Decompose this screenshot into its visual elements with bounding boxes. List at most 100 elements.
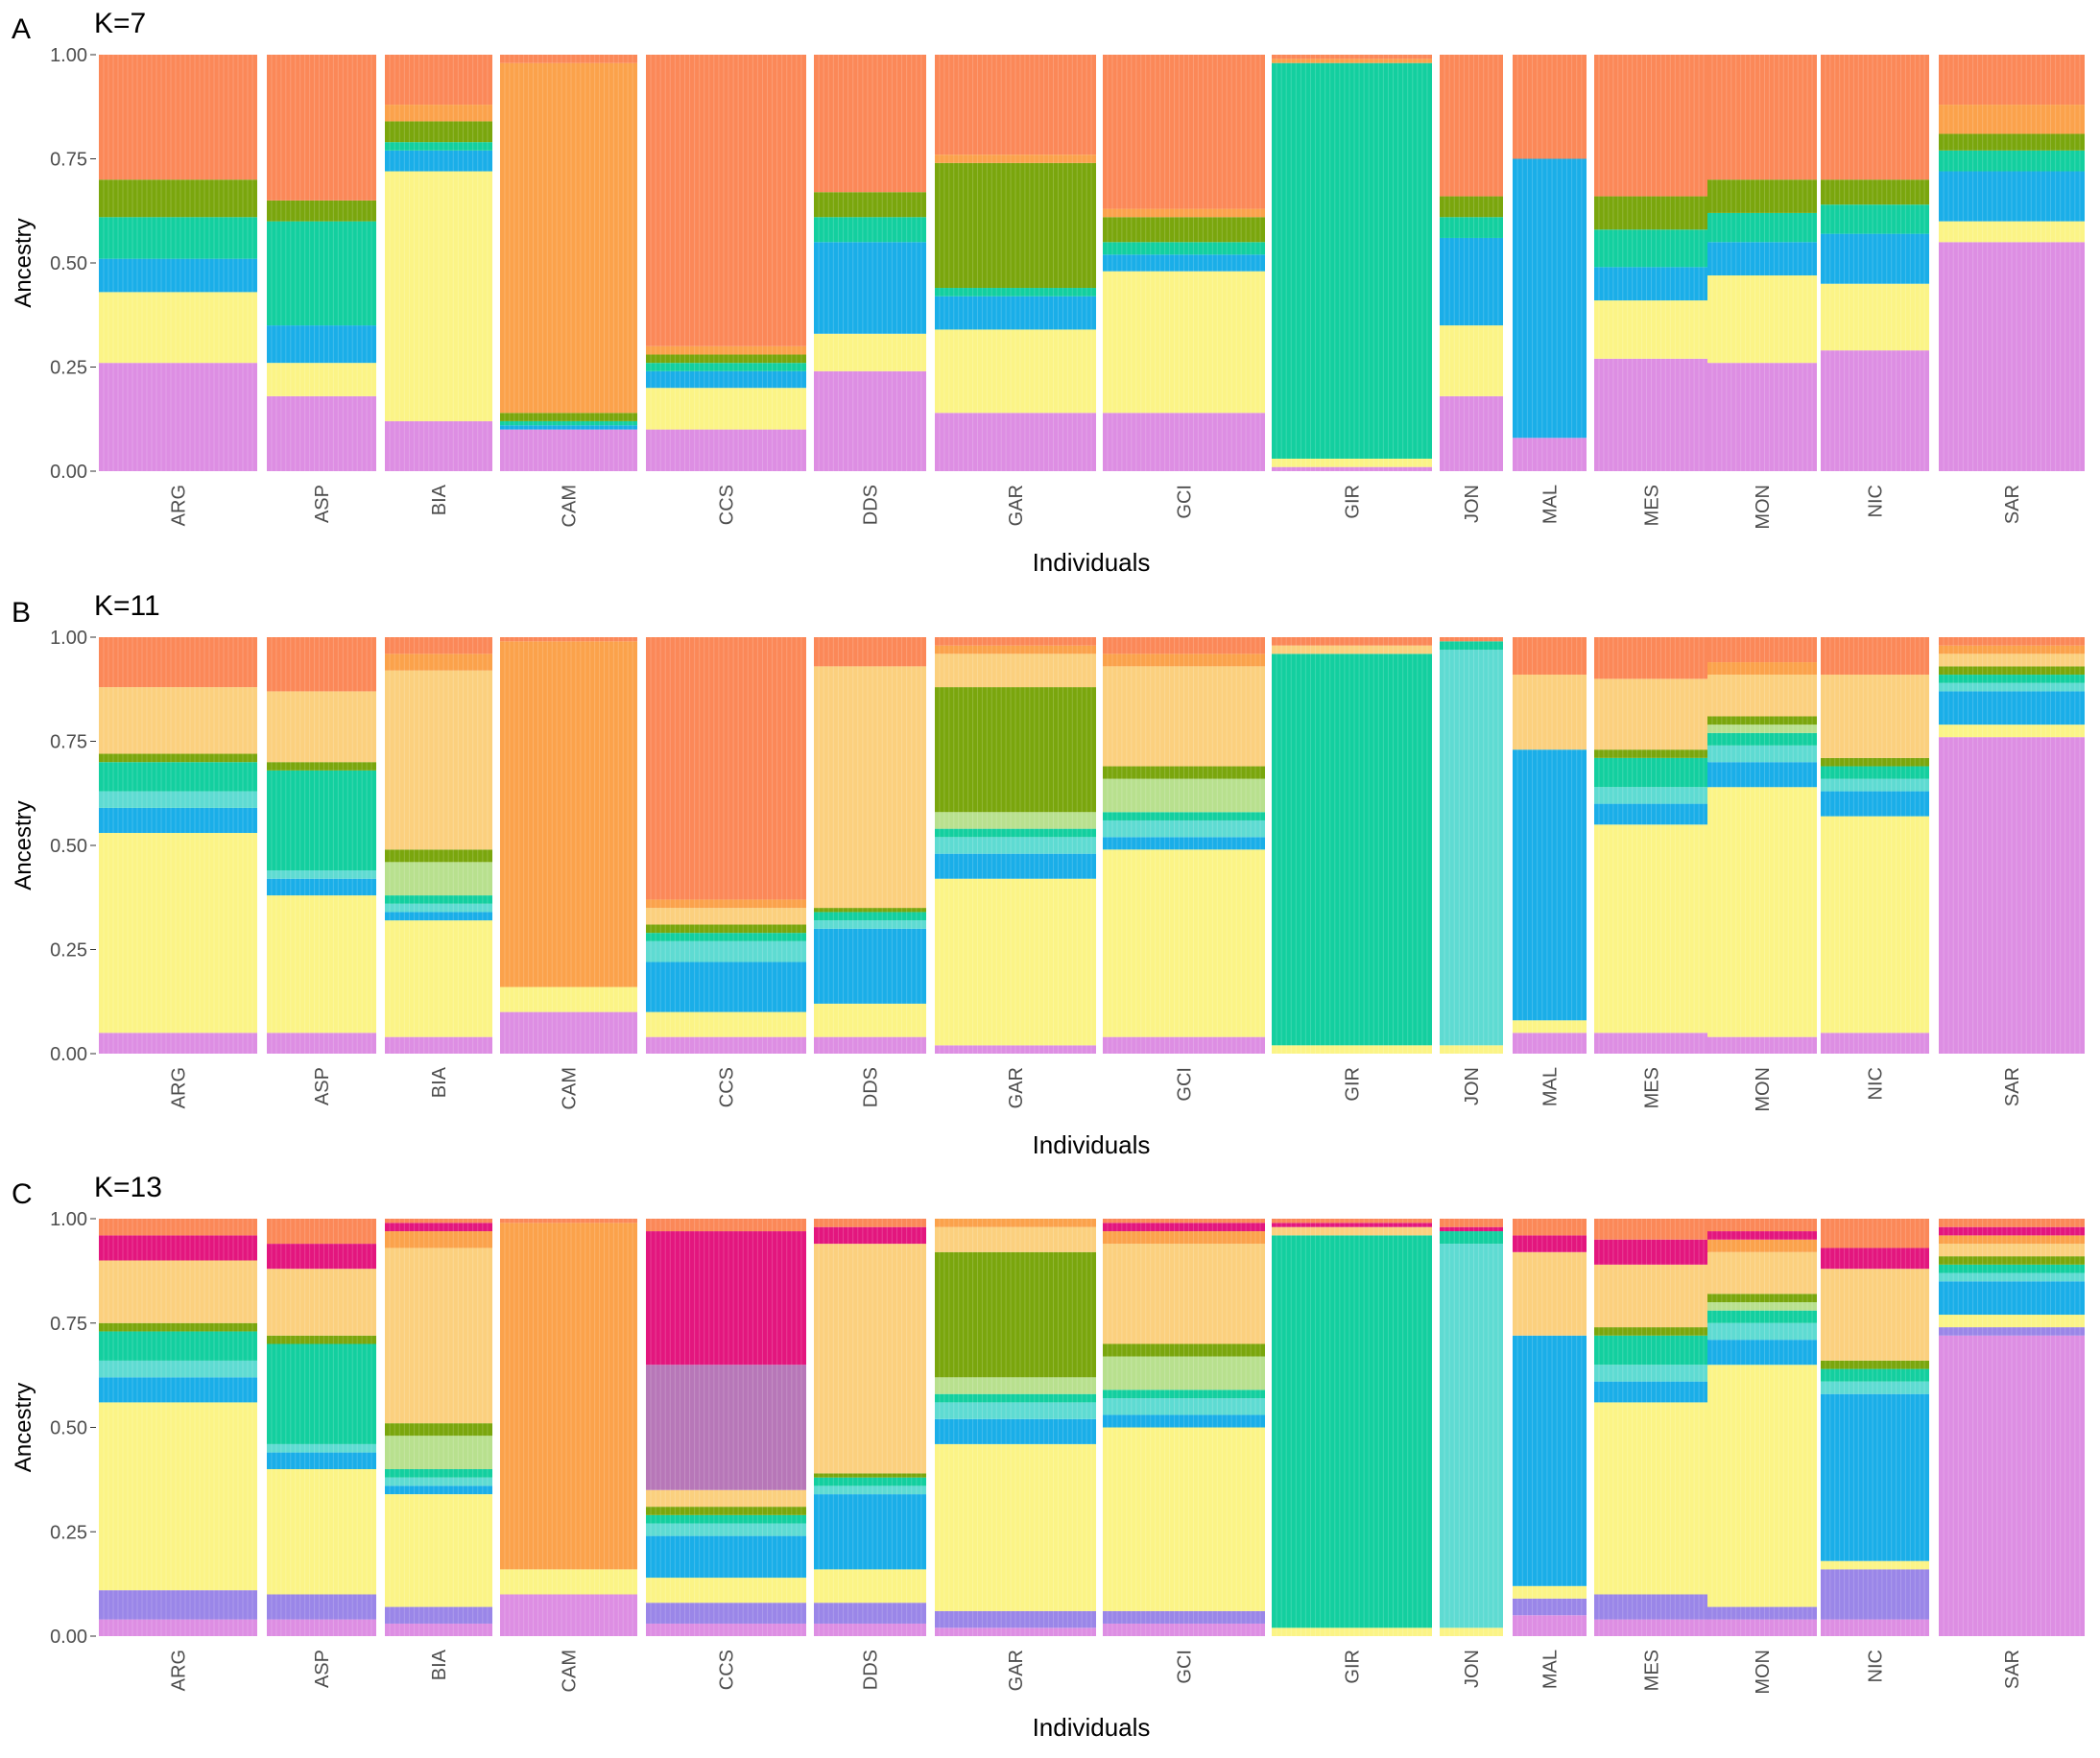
bar-segment-cluster-blue bbox=[385, 1485, 492, 1495]
y-axis-title: Ancestry bbox=[11, 218, 36, 307]
bar-segment-cluster-cyan bbox=[385, 1477, 492, 1486]
population-dds bbox=[814, 637, 926, 1054]
x-tick-label-cam: CAM bbox=[560, 1067, 581, 1109]
bar-segment-cluster-magenta bbox=[1513, 1235, 1587, 1252]
bar-segment-cluster-green bbox=[935, 162, 1096, 289]
population-gir bbox=[1272, 637, 1432, 1054]
bar-segment-cluster-magenta bbox=[99, 1235, 257, 1261]
bar-segment-cluster-blue bbox=[1707, 762, 1817, 788]
bar-segment-cluster-violet bbox=[385, 1036, 492, 1054]
bar-segment-cluster-cyan bbox=[1821, 1381, 1929, 1394]
y-tick-label: 1.00 bbox=[50, 45, 87, 66]
bar-segment-cluster-teal bbox=[500, 420, 637, 426]
population-mon bbox=[1707, 637, 1817, 1054]
bar-segment-cluster-coral bbox=[646, 55, 806, 346]
bar-segment-cluster-sand bbox=[1707, 675, 1817, 717]
bar-segment-cluster-yellow bbox=[814, 1569, 926, 1604]
y-tick-label: 0.75 bbox=[50, 732, 87, 753]
bar-segment-cluster-cyan bbox=[935, 1402, 1096, 1419]
y-tick-label: 0.25 bbox=[50, 940, 87, 962]
bar-segment-cluster-green bbox=[1103, 217, 1265, 243]
bar-segment-cluster-cyan bbox=[1707, 745, 1817, 763]
x-tick-label-gar: GAR bbox=[1006, 1650, 1027, 1691]
bar-segment-cluster-blue bbox=[1821, 233, 1929, 284]
population-dds bbox=[814, 1219, 926, 1636]
bar-segment-cluster-lightgreen bbox=[935, 812, 1096, 829]
population-gar bbox=[935, 637, 1096, 1054]
bar-segment-cluster-green bbox=[1939, 133, 2085, 151]
bar-segment-cluster-blue bbox=[267, 1452, 376, 1469]
bar-segment-cluster-violet bbox=[1272, 466, 1432, 471]
bar-segment-cluster-blue bbox=[1440, 237, 1503, 326]
bar-segment-cluster-violet bbox=[814, 1036, 926, 1054]
x-tick-label-arg: ARG bbox=[169, 1650, 190, 1691]
bar-segment-cluster-green bbox=[814, 1473, 926, 1478]
bar-segment-cluster-teal bbox=[935, 1393, 1096, 1403]
population-mon bbox=[1707, 1219, 1817, 1636]
bar-segment-cluster-violet bbox=[1821, 1619, 1929, 1636]
population-nic bbox=[1821, 637, 1929, 1054]
bar-segment-cluster-teal bbox=[814, 217, 926, 243]
bar-segment-cluster-magenta bbox=[1272, 1223, 1432, 1227]
bar-segment-cluster-violet bbox=[1707, 363, 1817, 471]
population-nic bbox=[1821, 1219, 1929, 1636]
bar-segment-cluster-green bbox=[1821, 757, 1929, 767]
bar-segment-cluster-teal bbox=[99, 762, 257, 792]
population-arg bbox=[99, 1219, 257, 1636]
bar-segment-cluster-magenta bbox=[646, 1231, 806, 1366]
bar-segment-cluster-coral bbox=[267, 1219, 376, 1245]
bar-segment-cluster-yellow bbox=[1440, 325, 1503, 396]
population-mal bbox=[1513, 1219, 1587, 1636]
x-tick-label-gir: GIR bbox=[1343, 485, 1364, 519]
x-tick-label-cam: CAM bbox=[560, 1650, 581, 1692]
bar-segment-cluster-coral bbox=[1821, 55, 1929, 180]
population-cam bbox=[500, 1219, 637, 1636]
x-tick-label-bia: BIA bbox=[429, 484, 450, 515]
population-gci bbox=[1103, 637, 1265, 1054]
y-tick-label: 0.50 bbox=[50, 836, 87, 857]
bar-segment-cluster-green bbox=[267, 200, 376, 222]
bar-segment-cluster-cyan bbox=[814, 1485, 926, 1495]
x-tick-label-ccs: CCS bbox=[717, 1650, 738, 1690]
bar-segment-cluster-green bbox=[1939, 1256, 2085, 1265]
bar-segment-cluster-yellow bbox=[935, 878, 1096, 1046]
bar-segment-cluster-green bbox=[1821, 1360, 1929, 1369]
bar-segment-cluster-blue bbox=[1103, 254, 1265, 272]
bar-segment-cluster-violet bbox=[1821, 1033, 1929, 1054]
bar-segment-cluster-coral bbox=[1440, 55, 1503, 197]
bar-segment-cluster-teal bbox=[1707, 732, 1817, 746]
bar-segment-cluster-blue bbox=[1594, 803, 1708, 825]
x-tick-label-mes: MES bbox=[1642, 485, 1663, 526]
bar-segment-cluster-yellow bbox=[1103, 271, 1265, 414]
bar-segment-cluster-blue bbox=[500, 425, 637, 430]
bar-segment-cluster-cyan bbox=[1939, 1272, 2085, 1282]
bar-segment-cluster-coral bbox=[500, 637, 637, 642]
bar-segment-cluster-yellow bbox=[1272, 1627, 1432, 1636]
bar-segment-cluster-lightgreen bbox=[1707, 725, 1817, 733]
bar-segment-cluster-yellow bbox=[1440, 1627, 1503, 1636]
bar-segment-cluster-coral bbox=[1440, 1219, 1503, 1227]
bar-segment-cluster-green bbox=[1821, 179, 1929, 205]
bar-segment-cluster-teal bbox=[935, 288, 1096, 297]
bar-segment-cluster-periwinkle bbox=[1939, 1327, 2085, 1336]
bar-segment-cluster-cyan bbox=[935, 837, 1096, 854]
bar-segment-cluster-mauve bbox=[646, 1365, 806, 1490]
bar-segment-cluster-cyan bbox=[646, 940, 806, 962]
bar-segment-cluster-green bbox=[1707, 716, 1817, 725]
bar-segment-cluster-periwinkle bbox=[935, 1610, 1096, 1628]
bar-segment-cluster-sand bbox=[385, 670, 492, 850]
bar-segment-cluster-yellow bbox=[1272, 458, 1432, 467]
bar-segment-cluster-violet bbox=[1513, 1615, 1587, 1636]
bar-segment-cluster-yellow bbox=[1513, 1020, 1587, 1033]
bar-segment-cluster-yellow bbox=[1594, 1402, 1708, 1595]
bar-segment-cluster-violet bbox=[646, 429, 806, 471]
bar-segment-cluster-lightgreen bbox=[385, 1436, 492, 1469]
bar-segment-cluster-green bbox=[1103, 766, 1265, 779]
bar-segment-cluster-violet bbox=[935, 413, 1096, 471]
bar-segment-cluster-blue bbox=[814, 928, 926, 1004]
bar-segment-cluster-magenta bbox=[1440, 1226, 1503, 1232]
bar-segment-cluster-teal bbox=[1594, 1335, 1708, 1366]
y-tick-label: 1.00 bbox=[50, 1209, 87, 1230]
panel-title: K=7 bbox=[94, 8, 146, 39]
population-mes bbox=[1594, 55, 1708, 471]
